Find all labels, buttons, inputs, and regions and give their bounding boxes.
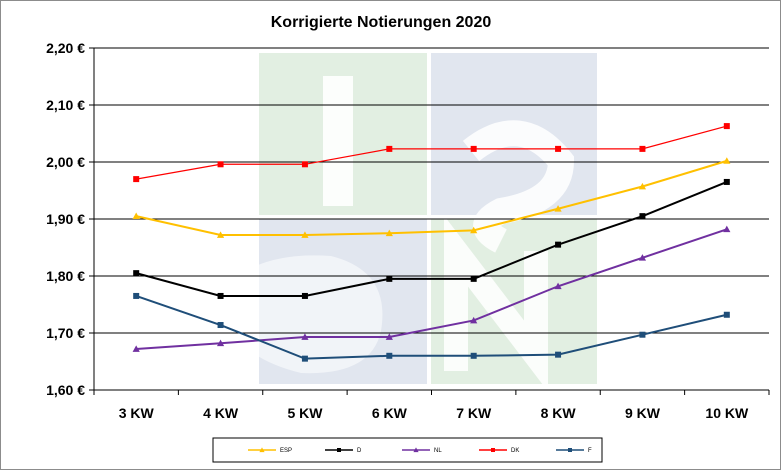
series-line-nl — [136, 228, 728, 350]
data-point-esp — [385, 229, 393, 237]
legend-label-d: D — [357, 448, 362, 454]
data-point-esp — [723, 157, 731, 164]
data-point-dk — [723, 123, 730, 130]
x-tick-label: 3 KW — [119, 405, 155, 421]
data-point-d — [639, 213, 646, 220]
data-point-f — [386, 352, 393, 359]
data-point-f — [133, 292, 140, 299]
data-point-nl — [216, 339, 225, 347]
x-tick-label: 10 KW — [705, 405, 749, 421]
legend-label-nl: NL — [434, 448, 442, 454]
data-point-esp — [638, 182, 647, 190]
x-axis-ticks: 3 KW 4 KW 5 KW 6 KW 7 KW 8 KW 9 KW 10 KW — [93, 390, 770, 421]
legend: ESP D NL DK F — [212, 437, 603, 463]
data-point-d — [723, 178, 730, 185]
series-esp — [132, 157, 731, 238]
x-tick-label: 4 KW — [203, 405, 239, 421]
data-point-dk — [386, 145, 393, 152]
data-point-f — [639, 331, 646, 338]
x-tick-label: 7 KW — [456, 405, 492, 421]
gridlines — [94, 47, 769, 334]
data-point-esp — [470, 226, 478, 234]
legend-marker-nl — [413, 447, 419, 453]
y-tick-label: 1,60 € — [46, 382, 85, 398]
data-point-nl — [132, 345, 140, 352]
data-point-d — [133, 270, 140, 277]
y-axis-ticks: 1,60 € 1,70 € 1,80 € 1,90 € 2,00 € 2,10 € 2,20… — [46, 40, 94, 398]
data-point-f — [301, 355, 308, 362]
data-point-dk — [555, 145, 562, 152]
data-point-d — [470, 275, 477, 282]
data-point-nl — [638, 254, 647, 261]
data-point-f — [217, 322, 224, 329]
data-point-esp — [132, 212, 140, 220]
legend-marker-dk — [491, 448, 495, 452]
x-tick-label: 6 KW — [372, 405, 408, 421]
series-lines — [132, 123, 731, 362]
legend-label-esp: ESP — [280, 448, 292, 454]
data-point-f — [723, 311, 730, 318]
data-point-f — [555, 351, 562, 358]
data-point-d — [555, 241, 562, 248]
data-point-nl — [723, 225, 731, 233]
legend-marker-d — [337, 448, 341, 452]
y-tick-label: 1,90 € — [46, 211, 85, 227]
data-point-dk — [133, 176, 140, 183]
data-point-d — [301, 292, 308, 299]
y-tick-label: 2,20 € — [46, 40, 85, 56]
data-point-d — [217, 292, 224, 299]
legend-marker-esp — [259, 447, 265, 453]
series-line-f — [135, 295, 728, 360]
data-point-esp — [554, 205, 562, 212]
data-point-nl — [301, 333, 309, 340]
data-point-f — [470, 352, 477, 359]
series-line-esp — [135, 159, 728, 236]
data-point-esp — [301, 231, 309, 238]
y-tick-label: 1,80 € — [46, 268, 85, 284]
y-tick-label: 1,70 € — [46, 325, 85, 341]
legend-marker-f — [568, 448, 572, 452]
y-tick-label: 2,00 € — [46, 154, 85, 170]
data-point-d — [386, 275, 393, 282]
x-tick-label: 8 KW — [541, 405, 577, 421]
legend-label-f: F — [588, 448, 592, 454]
series-line-dk — [136, 125, 727, 180]
data-point-nl — [470, 316, 478, 324]
series-f — [133, 292, 730, 362]
chart-title: Korrigierte Notierungen 2020 — [271, 14, 492, 31]
series-nl — [132, 225, 731, 352]
data-point-esp — [216, 231, 225, 238]
y-tick-label: 2,10 € — [46, 97, 85, 113]
data-point-nl — [385, 333, 393, 340]
data-point-dk — [301, 161, 308, 168]
x-tick-label: 5 KW — [287, 405, 323, 421]
legend-label-dk: DK — [511, 448, 519, 454]
series-d — [133, 178, 730, 299]
data-point-dk — [470, 145, 477, 152]
data-point-dk — [639, 145, 646, 152]
x-tick-label: 9 KW — [625, 405, 661, 421]
data-point-nl — [554, 282, 562, 290]
data-point-dk — [217, 161, 224, 168]
series-line-d — [135, 181, 728, 297]
series-dk — [133, 123, 730, 183]
